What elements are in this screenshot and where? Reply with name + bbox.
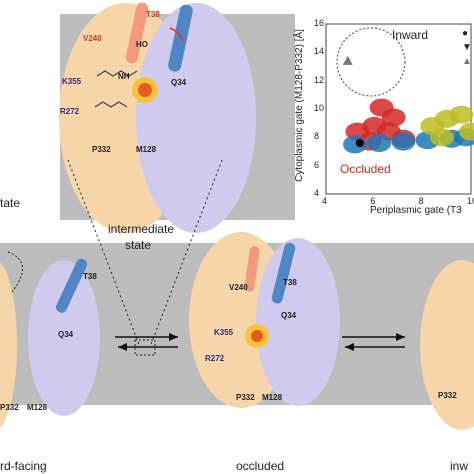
x-tick-8: 8 [418,196,424,206]
residue-m128: M128 [136,145,157,154]
left-domain-c [28,260,100,416]
r272-chain [94,101,128,108]
y-tick-10: 10 [314,103,325,113]
plot-annotation-inward: Inward [392,28,429,42]
eq-arrow-2-back-head [345,343,354,351]
x-tick-4: 4 [322,196,328,206]
inward-state-label: inw [450,459,469,473]
residue-ho: HO [136,40,148,49]
occluded-p332: P332 [236,393,255,402]
residue-q34: Q34 [171,78,187,87]
occluded-helix-tm7 [244,246,260,292]
residue-k355: K355 [62,77,82,86]
y-tick-8: 8 [314,131,320,142]
inward-facing-label: rd-facing [0,459,47,473]
plot-annotation-occluded: Occluded [340,162,391,176]
occluded-q34: Q34 [281,311,297,320]
salt-bridge-core [138,83,152,97]
intermediate-label-line1: intermediate [108,222,175,236]
y-tick-14: 14 [314,46,325,57]
x-tick-10: 10 [467,196,474,206]
left-p332: P332 [0,403,19,412]
occluded-helix-tm1 [271,242,296,304]
legend-marker-up: ▲ [462,56,472,67]
eq-arrow-1-back-head [118,343,127,351]
protein-domain-c [136,3,256,233]
scatter-point-s1-1 [367,134,392,152]
occluded-domain-c [256,238,340,406]
residue-v240: V240 [83,34,102,43]
occluded-bridge-core [251,330,263,342]
occluded-state-label: occluded [236,459,285,473]
right-domain-n [420,260,474,430]
eq-arrow-2-forward-head [396,333,405,341]
residue-nh: NH [118,72,130,81]
right-p332: P332 [438,391,457,400]
left-helix [55,258,88,313]
occluded-m128: M128 [262,393,283,402]
occluded-t38: T38 [283,278,297,287]
plot-markers [342,55,364,147]
residue-p332: P332 [92,145,111,154]
zoom-line-right [149,159,223,348]
left-t38: T38 [83,272,97,281]
left-domain-n [0,262,17,428]
zoom-box [134,339,156,356]
k355-chain [96,70,138,77]
plot-frame [325,23,472,195]
marker-circle-0 [355,139,364,147]
left-dotted-arrow [7,251,23,293]
y-tick-4: 4 [314,188,320,198]
y-tick-12: 12 [314,74,325,85]
eq-arrow-1-forward-head [169,333,178,341]
left-q34: Q34 [58,330,74,339]
plot-xlabel: Periplasmic gate (T3 [370,205,462,216]
residue-r272: R272 [60,107,80,116]
occluded-v240: V240 [229,283,248,292]
legend-marker-down: ▼ [462,42,472,53]
inward-region [336,27,406,97]
y-tick-16: 16 [314,18,325,28]
scatter-point-s1-2 [391,132,416,151]
flip-arrow [169,27,184,43]
zoom-line-left [67,159,141,348]
residue-t38: T38 [146,10,160,19]
scatter-point-s2-2 [449,105,474,124]
plot-ylabel: Cytoplasmic gate (M128-P332) [Å] [293,29,305,182]
scatter-point-s0-6 [369,98,394,117]
y-tick-6: 6 [314,159,320,170]
x-tick-6: 6 [370,196,376,206]
intermediate-label-line2: state [125,238,152,252]
legend-marker-circle: ● [462,28,469,39]
scatter-point-s2-3 [459,122,474,141]
left-m128: M128 [27,403,48,412]
left-state-label: tate [0,196,21,210]
helix-tm7 [125,2,149,64]
marker-triangle-1 [342,55,353,65]
scatter-point-s2-4 [430,128,454,147]
occluded-r272: R272 [205,354,225,363]
helix-tm1 [168,4,193,72]
occluded-k355: K355 [214,328,234,337]
